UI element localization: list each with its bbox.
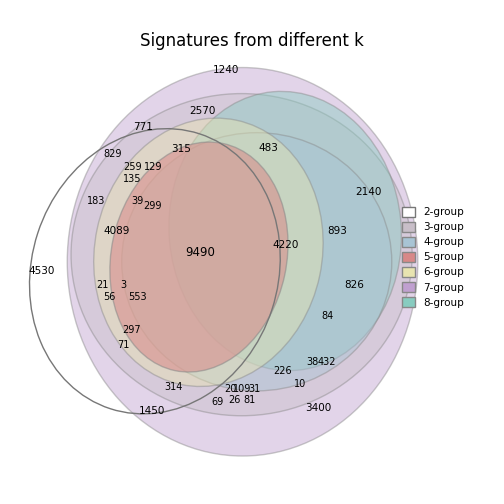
Text: 56: 56 bbox=[103, 292, 115, 302]
Text: 84: 84 bbox=[322, 311, 334, 321]
Text: 109: 109 bbox=[233, 384, 251, 394]
Text: 1240: 1240 bbox=[213, 65, 239, 75]
Text: 10: 10 bbox=[294, 379, 306, 389]
Text: 297: 297 bbox=[122, 326, 141, 336]
Text: 38: 38 bbox=[306, 357, 319, 367]
Text: 771: 771 bbox=[133, 122, 153, 132]
Text: 553: 553 bbox=[128, 292, 147, 302]
Text: 9490: 9490 bbox=[185, 246, 215, 259]
Text: 315: 315 bbox=[171, 144, 191, 154]
Text: 3400: 3400 bbox=[305, 403, 332, 413]
Text: 299: 299 bbox=[143, 201, 162, 211]
Text: 4220: 4220 bbox=[272, 240, 298, 250]
Text: 135: 135 bbox=[123, 174, 142, 184]
Text: 26: 26 bbox=[228, 395, 240, 405]
Ellipse shape bbox=[110, 142, 288, 372]
Text: 483: 483 bbox=[259, 143, 279, 153]
Text: 1450: 1450 bbox=[139, 406, 165, 416]
Text: 2140: 2140 bbox=[355, 186, 381, 197]
Text: 129: 129 bbox=[144, 162, 163, 172]
Text: 69: 69 bbox=[212, 397, 224, 407]
Text: 4089: 4089 bbox=[104, 226, 130, 236]
Text: Signatures from different k: Signatures from different k bbox=[140, 32, 364, 50]
Text: 314: 314 bbox=[165, 383, 183, 392]
Text: 81: 81 bbox=[243, 395, 256, 405]
Text: 259: 259 bbox=[123, 162, 142, 172]
Text: 2570: 2570 bbox=[189, 106, 215, 116]
Legend: 2-group, 3-group, 4-group, 5-group, 6-group, 7-group, 8-group: 2-group, 3-group, 4-group, 5-group, 6-gr… bbox=[399, 204, 467, 310]
Ellipse shape bbox=[94, 118, 323, 387]
Text: 31: 31 bbox=[248, 384, 261, 394]
Text: 183: 183 bbox=[87, 196, 106, 206]
Text: 71: 71 bbox=[117, 340, 130, 350]
Text: 3: 3 bbox=[120, 280, 126, 290]
Ellipse shape bbox=[67, 68, 418, 456]
Text: 829: 829 bbox=[103, 149, 121, 159]
Ellipse shape bbox=[71, 94, 412, 416]
Text: 893: 893 bbox=[327, 226, 347, 236]
Text: 20: 20 bbox=[224, 384, 237, 394]
Ellipse shape bbox=[122, 133, 392, 391]
Text: 21: 21 bbox=[97, 280, 109, 290]
Text: 39: 39 bbox=[131, 196, 144, 206]
Text: 226: 226 bbox=[274, 366, 292, 376]
Ellipse shape bbox=[169, 91, 401, 370]
Text: 826: 826 bbox=[344, 280, 364, 290]
Text: 4530: 4530 bbox=[28, 266, 54, 276]
Text: 432: 432 bbox=[318, 357, 336, 367]
